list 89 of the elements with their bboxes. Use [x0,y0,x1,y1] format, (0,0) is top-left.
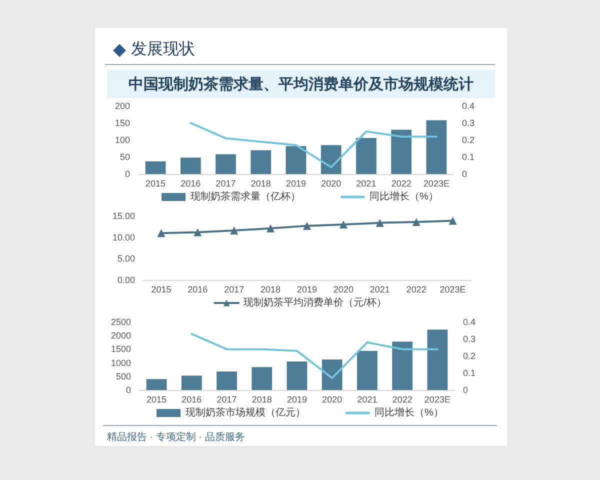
x-tick-label: 2023E [423,178,450,188]
point [266,224,275,232]
x-tick-label: 2021 [356,178,376,188]
x-tick-label: 2017 [216,394,237,404]
x-tick-label: 2021 [357,394,378,404]
point [230,226,238,235]
bar [392,342,413,390]
y2-tick-label: 0.2 [463,351,476,361]
x-tick-label: 2015 [146,178,166,188]
x-tick-label: 2015 [146,394,167,404]
y2-tick-label: 0.4 [463,317,476,327]
legend-label: 现制奶茶需求量（亿杯） [190,190,301,202]
x-tick-label: 2018 [250,178,271,188]
x-tick-label: 2023E [424,394,450,404]
y-tick-label: 50 [120,152,130,162]
y-tick-label: 200 [114,101,130,111]
bar [320,145,342,174]
x-tick-label: 2019 [286,178,306,188]
y-tick-label: 150 [114,118,130,128]
point [412,218,420,226]
y2-tick-label: 0.3 [462,118,475,128]
x-tick-label: 2016 [180,178,201,188]
y-tick-label: 10.00 [112,232,135,242]
bar [216,154,236,174]
legend-label: 同比增长（%） [370,190,438,202]
bar [286,146,306,174]
y2-tick-label: 0 [463,385,468,395]
y-tick-label: 2000 [110,330,131,341]
x-tick-label: 2017 [224,284,244,294]
point [194,228,202,236]
point [303,222,311,230]
legend-label: 现制奶茶平均消费单价（元/杯） [244,296,386,308]
y2-tick-label: 0.4 [462,101,475,111]
y-tick-label: 2500 [110,317,131,327]
y-tick-label: 5.00 [117,254,135,264]
x-tick-label: 2020 [322,394,342,404]
x-tick-label: 2018 [260,284,281,294]
y-tick-label: 1000 [110,358,131,368]
text: 发展现状 [131,40,195,60]
y-tick-label: 15.00 [112,211,135,221]
bar [181,376,202,390]
line-series [190,122,438,168]
point [376,218,384,227]
y-tick-label: 500 [116,371,131,382]
bar [356,138,376,174]
legend-label: 同比增长（%） [374,406,444,418]
y-tick-label: 0 [126,385,131,395]
bar [357,350,378,390]
y2-tick-label: 0.2 [462,135,475,145]
x-tick-label: 2016 [188,284,208,294]
x-tick-label: 2020 [321,178,342,188]
y-tick-label: 0 [124,169,130,179]
chart-title: 中国现制奶茶需求量、平均消费单价及市场规模统计 [128,75,474,94]
line-series [190,332,438,380]
y-tick-label: 100 [114,135,130,145]
point [339,220,348,229]
x-tick-label: 2019 [296,284,318,294]
x-tick-label: 2019 [286,394,308,404]
x-tick-label: 2023E [440,284,466,294]
text: 精品报告 · 专项定制 · 品质服务 [107,430,245,444]
bar [427,330,448,390]
x-tick-label: 2020 [333,284,354,294]
bar [180,158,201,174]
x-tick-label: 2021 [370,284,390,294]
x-tick-label: 2017 [216,178,236,188]
bar [216,372,237,390]
y-tick-label: 0.00 [117,275,135,285]
y-tick-label: 1500 [110,344,131,354]
point [157,229,166,238]
bar [252,367,272,390]
x-tick-label: 2015 [151,284,172,294]
x-tick-label: 2022 [391,178,412,188]
bar [145,161,166,174]
x-tick-label: 2018 [252,394,272,404]
x-tick-label: 2022 [406,284,426,294]
y2-tick-label: 0.1 [462,152,475,162]
bar [391,130,412,174]
bar [250,150,272,174]
bar [322,360,342,390]
bar [146,379,167,390]
y2-tick-label: 0 [462,169,468,179]
x-tick-label: 2022 [392,394,412,404]
point [448,216,457,225]
legend-label: 现制奶茶市场规模（亿元） [186,406,306,418]
y2-tick-label: 0.3 [463,334,476,344]
y2-tick-label: 0.1 [463,368,476,378]
bar [286,361,308,390]
x-tick-label: 2016 [182,394,202,404]
bar [426,120,447,174]
